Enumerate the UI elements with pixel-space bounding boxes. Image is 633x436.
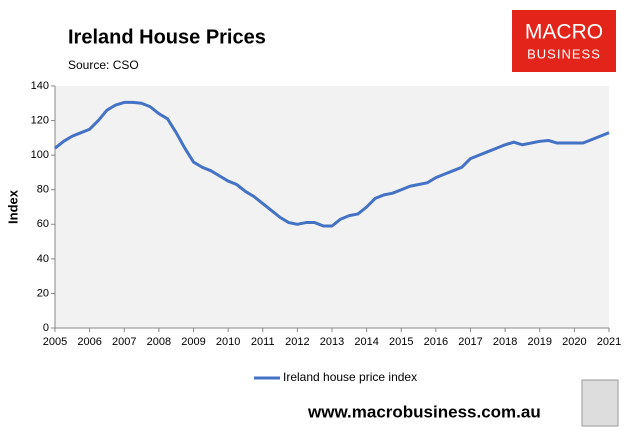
y-tick-label: 120 <box>31 114 49 126</box>
subtitle: Source: CSO <box>68 58 139 72</box>
x-tick-label: 2017 <box>458 336 482 348</box>
y-axis-title: Index <box>5 189 20 224</box>
x-tick-label: 2012 <box>285 336 309 348</box>
y-tick-label: 100 <box>31 149 49 161</box>
fox-logo <box>581 379 619 427</box>
x-tick-label: 2010 <box>216 336 240 348</box>
y-tick-label: 20 <box>37 287 49 299</box>
y-tick-label: 140 <box>31 80 49 92</box>
y-tick-label: 0 <box>43 322 49 334</box>
x-tick-label: 2021 <box>597 336 621 348</box>
logo-top: MACRO <box>525 21 603 44</box>
x-tick-label: 2020 <box>562 336 586 348</box>
logo-box <box>512 10 616 72</box>
x-tick-label: 2008 <box>147 336 171 348</box>
x-tick-label: 2007 <box>112 336 136 348</box>
x-tick-label: 2011 <box>251 336 275 348</box>
x-tick-label: 2015 <box>389 336 413 348</box>
x-tick-label: 2019 <box>528 336 552 348</box>
chart-title: Ireland House Prices <box>68 26 266 48</box>
x-tick-label: 2014 <box>354 336 378 348</box>
plot-area <box>55 86 609 328</box>
line-series <box>54 100 610 228</box>
x-tick-label: 2006 <box>77 336 101 348</box>
legend-label: Ireland house price index <box>283 370 417 384</box>
logo-bottom: BUSINESS <box>527 46 601 61</box>
y-tick-label: 80 <box>37 184 49 196</box>
x-tick-label: 2013 <box>320 336 344 348</box>
y-tick-label: 40 <box>37 253 49 265</box>
site-url: www.macrobusiness.com.au <box>307 402 541 421</box>
x-tick-label: 2016 <box>424 336 448 348</box>
x-tick-label: 2005 <box>43 336 67 348</box>
x-tick-label: 2009 <box>181 336 205 348</box>
y-tick-label: 60 <box>37 218 49 230</box>
x-tick-label: 2018 <box>493 336 517 348</box>
